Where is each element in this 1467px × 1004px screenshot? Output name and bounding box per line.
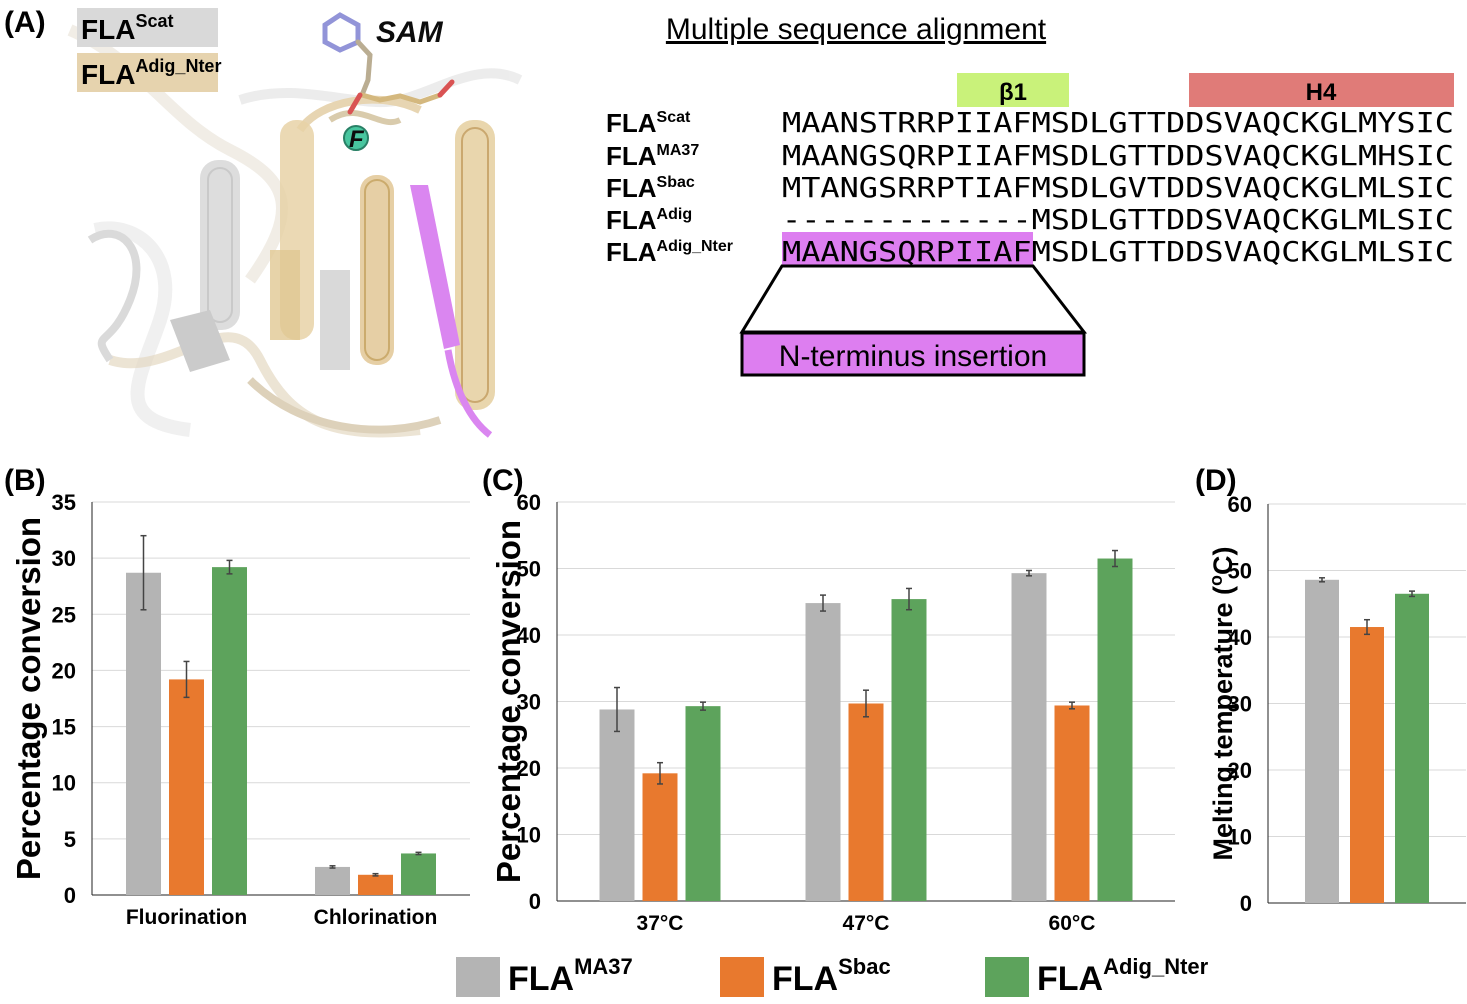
chart-panel: (C) 0 10 20 30 40 50 60 Percentage conversion 37°… <box>482 464 1175 935</box>
bar <box>642 773 678 901</box>
y-tick-label: 60 <box>517 490 541 515</box>
y-tick-label: 50 <box>1228 559 1252 584</box>
bar <box>848 703 884 901</box>
y-tick-label: 60 <box>1228 492 1252 517</box>
y-tick-label: 15 <box>52 715 76 740</box>
y-tick-label: 5 <box>64 827 76 852</box>
sequence-name: FLAMA37 <box>606 141 699 171</box>
bar <box>1305 579 1339 903</box>
x-tick-label: 60°C <box>1049 912 1096 935</box>
bar <box>891 599 927 901</box>
bar <box>358 874 393 895</box>
y-axis-label: Melting temperature (oC) <box>1206 546 1238 860</box>
legend-swatch-scat <box>77 8 218 47</box>
y-tick-label: 25 <box>52 602 76 627</box>
structure-legend: FLAScat FLAAdig_Nter <box>77 8 221 92</box>
bar <box>685 706 721 901</box>
sequence-name: FLAScat <box>606 108 691 138</box>
legend-swatch <box>985 957 1029 997</box>
panel-label: (C) <box>482 464 524 497</box>
sequence-name: FLAAdig <box>606 205 692 235</box>
y-axis-label: Percentage conversion <box>490 520 527 883</box>
y-tick-label: 0 <box>1240 891 1252 916</box>
y-tick-label: 20 <box>517 756 541 781</box>
fluoride-label: F <box>349 126 365 153</box>
legend-label: FLAAdig_Nter <box>1037 954 1209 998</box>
sequence-name: FLASbac <box>606 173 695 203</box>
bar <box>599 709 635 901</box>
sequence-string: MAANGSQRPIIAFMSDLGTTDDSVAQCKGLMHSIC <box>782 139 1454 172</box>
chart-panel: (D) 0 10 20 30 40 50 60 Melting temperature (oC) <box>1195 464 1466 916</box>
legend-label: FLAMA37 <box>508 954 633 998</box>
bar <box>805 603 841 901</box>
bar <box>1097 558 1133 901</box>
legend-swatch <box>720 957 764 997</box>
y-tick-label: 50 <box>517 557 541 582</box>
y-axis-label: Percentage conversion <box>10 517 47 880</box>
y-tick-label: 30 <box>52 546 76 571</box>
y-tick-label: 30 <box>1228 692 1252 717</box>
insertion-callout-lines <box>739 264 1088 334</box>
bar <box>126 572 161 895</box>
legend-label: FLASbac <box>772 954 891 998</box>
y-tick-label: 20 <box>1228 758 1252 783</box>
insertion-box <box>740 331 1086 377</box>
legend-swatch-adig-nter <box>77 53 218 92</box>
y-tick-label: 10 <box>52 771 76 796</box>
sequence-name: FLAAdig_Nter <box>606 237 733 267</box>
panel-label: (D) <box>1195 464 1237 497</box>
x-tick-label: 47°C <box>843 912 890 935</box>
beta1-marker <box>957 73 1069 107</box>
bar <box>401 853 436 895</box>
x-tick-label: Fluorination <box>126 906 247 929</box>
h4-label: H4 <box>1306 79 1337 106</box>
y-tick-label: 20 <box>52 658 76 683</box>
h4-marker <box>1189 73 1454 107</box>
legend-label-scat: FLAScat <box>81 11 173 45</box>
bar <box>1395 593 1429 903</box>
fluoride-sphere <box>343 125 369 151</box>
x-tick-label: Chlorination <box>314 906 438 929</box>
y-tick-label: 0 <box>64 883 76 908</box>
bar <box>169 679 204 895</box>
insertion-highlight <box>782 232 1033 266</box>
bar <box>1011 573 1047 901</box>
bar <box>315 866 350 895</box>
panel-label: (B) <box>4 464 46 497</box>
sequence-string: MAANGSQRPIIAFMSDLGTTDDSVAQCKGLMLSIC <box>782 235 1454 268</box>
y-tick-label: 0 <box>529 889 541 914</box>
y-tick-label: 40 <box>517 623 541 648</box>
y-tick-label: 35 <box>52 490 76 515</box>
bar <box>1350 627 1384 903</box>
sequence-string: MAANSTRRPIIAFMSDLGTTDDSVAQCKGLMYSIC <box>782 106 1454 139</box>
sequence-string: MTANGSRRPTIAFMSDLGVTDDSVAQCKGLMLSIC <box>782 171 1454 204</box>
bottom-legend: FLAMA37 FLASbac FLAAdig_Nter <box>456 954 1209 998</box>
sam-label: SAM <box>376 16 444 49</box>
y-tick-label: 40 <box>1228 625 1252 650</box>
legend-label-adig-nter: FLAAdig_Nter <box>81 56 221 90</box>
bar <box>212 567 247 895</box>
panel-a: (A) <box>4 6 1454 438</box>
sequence-string: -------------MSDLGTTDDSVAQCKGLMLSIC <box>782 203 1454 236</box>
insertion-label: N-terminus insertion <box>779 340 1047 373</box>
y-tick-label: 10 <box>1228 825 1252 850</box>
y-tick-label: 10 <box>517 823 541 848</box>
bar <box>1054 705 1090 901</box>
sam-ligand <box>322 12 455 115</box>
sequence-alignment: Multiple sequence alignment β1 H4 FLASca… <box>606 13 1454 377</box>
beta1-label: β1 <box>999 79 1027 106</box>
y-tick-label: 30 <box>517 690 541 715</box>
panel-a-label: (A) <box>4 6 46 39</box>
x-tick-label: 37°C <box>637 912 684 935</box>
protein-structure-image: F SAM <box>67 12 523 438</box>
alignment-title: Multiple sequence alignment <box>666 13 1047 46</box>
legend-swatch <box>456 957 500 997</box>
